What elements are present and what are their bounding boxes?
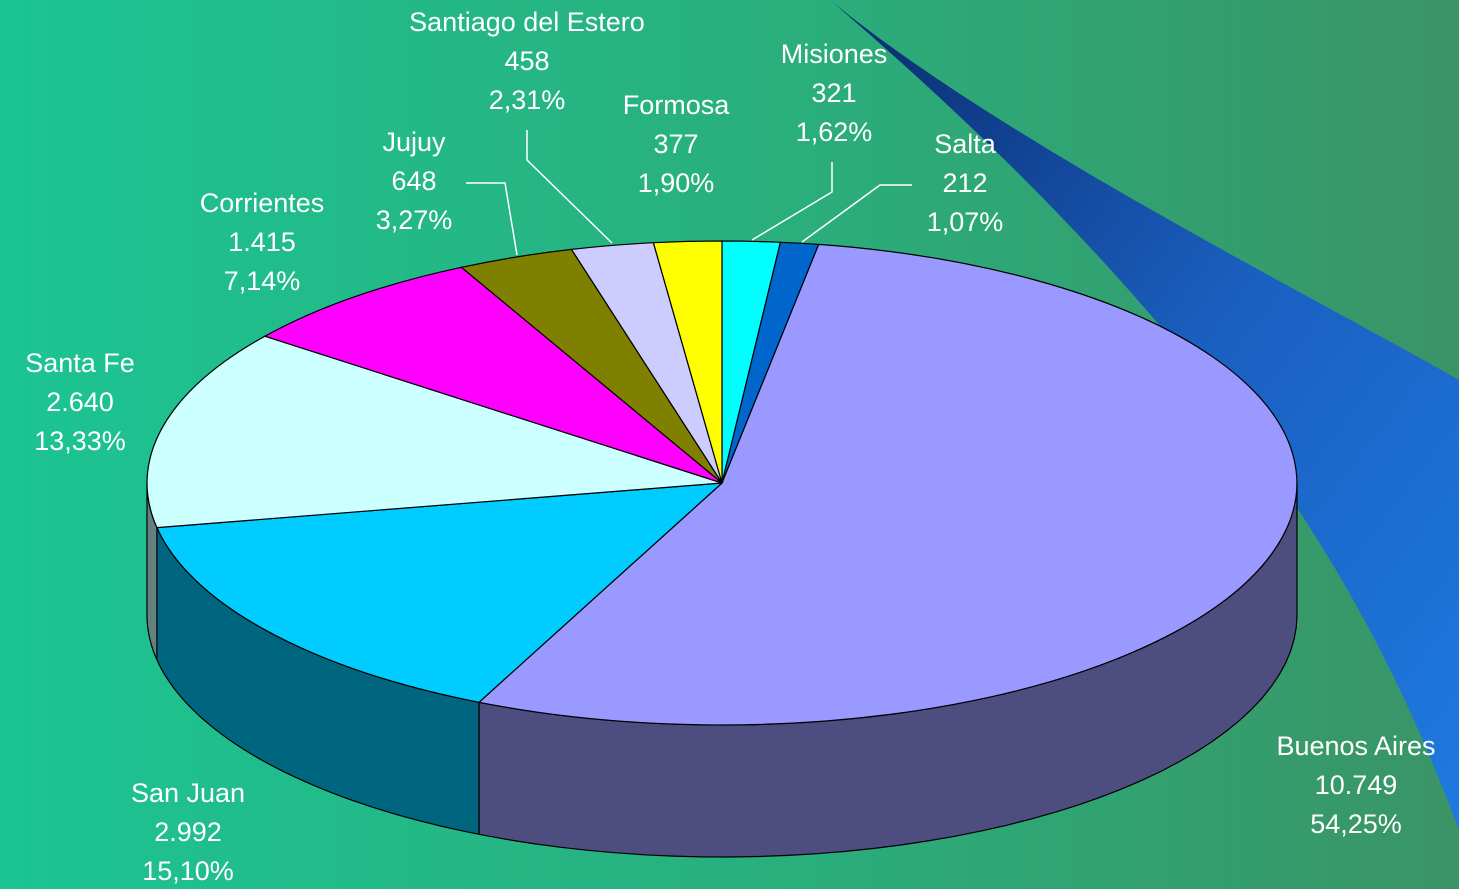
value-label: 2.992 xyxy=(154,817,222,847)
value-label: 2.640 xyxy=(46,387,114,417)
slice-label: Salta xyxy=(934,129,997,159)
value-label: 458 xyxy=(504,46,549,76)
percent-label: 1,90% xyxy=(638,168,715,198)
leader-line xyxy=(466,182,518,256)
percent-label: 1,62% xyxy=(796,117,873,147)
percent-label: 13,33% xyxy=(34,426,126,456)
value-label: 1.415 xyxy=(228,227,296,257)
pie xyxy=(146,240,1298,858)
slice xyxy=(477,243,1298,726)
slice-label: Corrientes xyxy=(200,188,325,218)
slice-label: Formosa xyxy=(623,90,731,120)
slice xyxy=(652,240,723,484)
percent-label: 3,27% xyxy=(376,205,453,235)
percent-label: 15,10% xyxy=(142,856,234,886)
slice-label: Santa Fe xyxy=(25,348,135,378)
percent-label: 54,25% xyxy=(1310,809,1402,839)
value-label: 648 xyxy=(391,166,436,196)
slice-label: Misiones xyxy=(781,39,888,69)
leader-line xyxy=(526,130,613,244)
slice-label: Buenos Aires xyxy=(1276,731,1435,761)
slice xyxy=(146,335,723,529)
percent-label: 7,14% xyxy=(224,266,301,296)
percent-label: 1,07% xyxy=(927,207,1004,237)
value-label: 321 xyxy=(811,78,856,108)
slice-label: Jujuy xyxy=(382,127,446,157)
decorative-swoosh xyxy=(830,0,1459,830)
leader-line xyxy=(751,162,833,241)
slice-label: San Juan xyxy=(131,778,245,808)
slice xyxy=(156,482,724,703)
value-label: 377 xyxy=(653,129,698,159)
slice-label: Santiago del Estero xyxy=(409,7,645,37)
labels: Misiones 321 1,62% Salta 212 1,07% Buenos Aire… xyxy=(25,7,1435,886)
leader-line xyxy=(801,184,912,243)
value-label: 212 xyxy=(942,168,987,198)
value-label: 10.749 xyxy=(1315,770,1398,800)
percent-label: 2,31% xyxy=(489,85,566,115)
slice xyxy=(263,266,723,484)
